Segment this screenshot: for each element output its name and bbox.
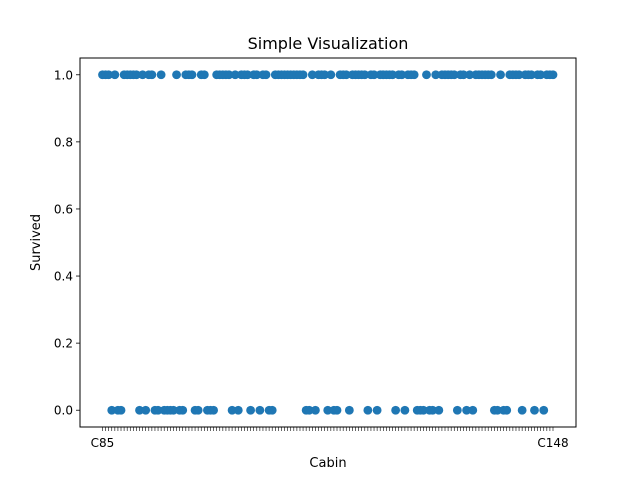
data-point (517, 405, 527, 415)
points-layer (98, 70, 558, 415)
plot-frame (79, 57, 577, 428)
y-ticks: 0.0 0.2 0.4 0.6 0.8 1.0 (54, 68, 80, 418)
data-point (422, 70, 431, 80)
data-point (187, 70, 197, 80)
x-tick-label-first: C85 (91, 436, 115, 450)
data-point (116, 405, 126, 415)
data-point (311, 405, 320, 415)
data-point (156, 70, 166, 80)
data-point (153, 405, 163, 415)
data-point (104, 70, 114, 80)
x-axis-label: Cabin (309, 456, 346, 471)
data-point (400, 405, 410, 415)
data-point (304, 405, 314, 415)
data-point (138, 70, 148, 80)
x-ticks: C85 C148 (91, 427, 569, 450)
data-point (360, 70, 370, 80)
data-point (132, 70, 141, 80)
data-point (110, 70, 120, 80)
data-point (419, 405, 428, 415)
data-point (320, 70, 330, 80)
data-point (230, 70, 240, 80)
y-tick-label: 0.8 (54, 135, 73, 149)
y-tick-label: 0.6 (54, 202, 73, 216)
data-point (209, 405, 218, 415)
data-point (428, 405, 438, 415)
data-point (307, 70, 317, 80)
data-point (178, 405, 188, 415)
data-point (462, 405, 472, 415)
data-point (409, 70, 419, 80)
chart-title: Simple Visualization (248, 34, 409, 53)
data-point (261, 70, 271, 80)
data-point (326, 70, 336, 80)
data-point (255, 405, 265, 415)
y-axis-label: Survived (29, 214, 44, 271)
data-point (468, 405, 478, 415)
data-point (224, 70, 234, 80)
data-point (341, 70, 351, 80)
data-point (246, 405, 256, 415)
data-point (486, 70, 496, 80)
data-point (169, 405, 178, 415)
data-point (369, 70, 379, 80)
data-point (298, 70, 308, 80)
data-point (465, 70, 475, 80)
data-point (372, 405, 382, 415)
data-point (147, 70, 157, 80)
data-point (548, 70, 558, 80)
data-point (434, 405, 444, 415)
data-point (332, 405, 342, 415)
data-point (135, 405, 144, 415)
data-point (388, 70, 397, 80)
data-point (397, 70, 407, 80)
data-point (323, 405, 333, 415)
data-point (227, 405, 237, 415)
data-point (496, 70, 505, 80)
data-point (141, 405, 151, 415)
x-tick-label-last: C148 (537, 436, 568, 450)
data-point (530, 405, 539, 415)
data-point (252, 70, 262, 80)
data-point (243, 70, 252, 80)
data-point (267, 405, 277, 415)
data-point (459, 70, 468, 80)
data-point (172, 70, 181, 80)
y-tick-label: 1.0 (54, 68, 73, 82)
data-point (431, 70, 441, 80)
data-point (193, 405, 203, 415)
y-tick-label: 0.0 (54, 404, 73, 418)
data-point (502, 405, 512, 415)
data-point (514, 70, 524, 80)
data-point (493, 405, 502, 415)
data-point (344, 405, 354, 415)
data-point (391, 405, 401, 415)
data-point (449, 70, 459, 80)
data-point (363, 405, 373, 415)
data-point (536, 70, 546, 80)
y-tick-label: 0.2 (54, 337, 73, 351)
data-point (539, 405, 549, 415)
data-point (199, 70, 209, 80)
data-point (527, 70, 536, 80)
data-point (233, 405, 243, 415)
data-point (107, 405, 117, 415)
y-tick-label: 0.4 (54, 270, 73, 284)
data-point (452, 405, 462, 415)
